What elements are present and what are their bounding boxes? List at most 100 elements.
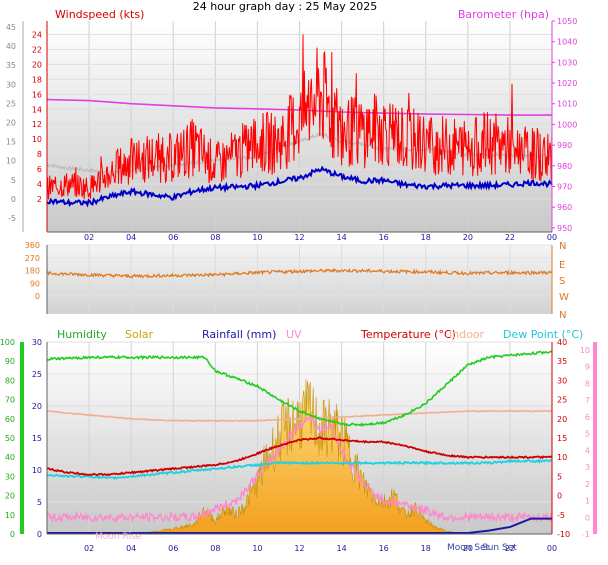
wind-x-tick-label: 02 xyxy=(84,233,94,242)
series-dewpoint xyxy=(46,458,553,480)
legend-solar: Solar xyxy=(125,328,154,341)
legend-uv: UV xyxy=(286,328,302,341)
baro-tick-label: 950 xyxy=(557,224,572,233)
wind-tick-label: 14 xyxy=(32,105,42,114)
series-wind-direction xyxy=(47,267,553,279)
outer-scale-tick-label: 10 xyxy=(6,157,16,166)
direction-tick-label: 0 xyxy=(35,292,40,301)
compass-tick-label: N xyxy=(559,241,566,252)
uv-tick-label: -1 xyxy=(582,530,590,539)
legend-barometer: Barometer (hpa) xyxy=(458,8,549,21)
solar-tick-label: 25 xyxy=(32,370,42,379)
legend-rainfall: Rainfall (mm) xyxy=(202,328,276,341)
solar-tick-label: 0 xyxy=(37,530,42,539)
baro-tick-label: 1000 xyxy=(557,120,577,129)
wind-series-layer xyxy=(46,34,553,208)
wind-x-tick-label: 18 xyxy=(421,233,431,242)
climate-tick-labels: 0102030405060708090100051015202530-10-50… xyxy=(0,338,590,553)
outer-scale-tick-label: -5 xyxy=(8,214,16,223)
climate-x-tick-label: 00 xyxy=(547,544,557,553)
wind-tick-label: 2 xyxy=(37,195,42,204)
series-indoor xyxy=(46,409,553,423)
legend-indoor: Indoor xyxy=(449,328,485,341)
wind-tick-label: 12 xyxy=(32,120,42,129)
compass-tick-label: E xyxy=(559,260,565,271)
humidity-tick-label: 80 xyxy=(5,376,15,385)
uv-tick-label: 1 xyxy=(585,497,590,506)
solar-tick-label: 30 xyxy=(32,338,42,347)
wind-x-tick-label: 22 xyxy=(505,233,515,242)
annotation-sun-set: Sun Set xyxy=(482,543,517,553)
humidity-tick-label: 60 xyxy=(5,415,15,424)
wind-tick-label: 10 xyxy=(32,135,42,144)
baro-tick-label: 980 xyxy=(557,162,572,171)
outer-scale-tick-label: 25 xyxy=(6,99,16,108)
humidity-tick-label: 10 xyxy=(5,511,15,520)
temperature-tick-label: 30 xyxy=(557,376,567,385)
series-rainfall xyxy=(47,517,552,534)
legend-dewpoint: Dew Point (°C) xyxy=(503,328,583,341)
climate-x-tick-label: 12 xyxy=(294,544,304,553)
climate-x-tick-label: 14 xyxy=(336,544,346,553)
temperature-tick-label: 5 xyxy=(557,472,562,481)
baro-tick-label: 990 xyxy=(557,141,572,150)
solar-tick-label: 10 xyxy=(32,466,42,475)
outer-scale-tick-label: 45 xyxy=(6,23,16,32)
uv-tick-label: 9 xyxy=(585,363,590,372)
temperature-tick-label: 15 xyxy=(557,434,567,443)
wind-tick-label: 8 xyxy=(37,150,42,159)
direction-tick-label: 360 xyxy=(25,241,40,250)
outer-scale-tick-label: 15 xyxy=(6,138,16,147)
series-windspeed xyxy=(46,34,553,200)
climate-panel: 0102030405060708090100051015202530-10-50… xyxy=(0,328,597,553)
outer-scale-tick-label: 30 xyxy=(6,80,16,89)
climate-x-tick-label: 22 xyxy=(505,544,515,553)
wind-x-tick-label: 06 xyxy=(168,233,178,242)
temperature-tick-label: 20 xyxy=(557,415,567,424)
wind-x-tick-label: 08 xyxy=(210,233,220,242)
wind-x-tick-label: 20 xyxy=(463,233,473,242)
humidity-tick-label: 40 xyxy=(5,453,15,462)
temperature-tick-label: -10 xyxy=(557,530,570,539)
legend-humidity: Humidity xyxy=(57,328,107,341)
series-wind-average xyxy=(46,165,553,208)
temperature-tick-label: 25 xyxy=(557,396,567,405)
annotation-moon-rise: Moon Rise xyxy=(95,532,142,542)
wind-tick-label: 20 xyxy=(32,60,42,69)
uv-tick-label: 4 xyxy=(585,446,590,455)
direction-grid xyxy=(47,244,553,314)
series-temperature xyxy=(46,436,553,477)
page-title: 24 hour graph day : 25 May 2025 xyxy=(193,0,378,13)
outer-scale-tick-label: 20 xyxy=(6,119,16,128)
baro-tick-label: 1050 xyxy=(557,17,577,26)
wind-x-tick-label: 00 xyxy=(547,233,557,242)
humidity-tick-label: 0 xyxy=(10,530,15,539)
temperature-tick-label: 0 xyxy=(557,492,562,501)
wind-x-tick-label: 04 xyxy=(126,233,136,242)
climate-x-tick-label: 18 xyxy=(421,544,431,553)
solar-tick-label: 15 xyxy=(32,434,42,443)
uv-tick-label: 7 xyxy=(585,396,590,405)
temperature-tick-label: 10 xyxy=(557,453,567,462)
humidity-tick-label: 100 xyxy=(0,338,15,347)
baro-tick-label: 1010 xyxy=(557,100,577,109)
uv-tick-label: 0 xyxy=(585,513,590,522)
compass-tick-label: W xyxy=(559,292,569,303)
climate-x-tick-label: 04 xyxy=(126,544,136,553)
wind-x-tick-label: 12 xyxy=(294,233,304,242)
wind-x-tick-label: 10 xyxy=(252,233,262,242)
climate-x-tick-label: 20 xyxy=(463,544,473,553)
solar-tick-label: 20 xyxy=(32,402,42,411)
humidity-tick-label: 30 xyxy=(5,472,15,481)
climate-x-tick-label: 06 xyxy=(168,544,178,553)
direction-tick-label: 180 xyxy=(25,267,40,276)
direction-series-layer xyxy=(47,267,553,279)
humidity-tick-label: 90 xyxy=(5,357,15,366)
direction-tick-label: 270 xyxy=(25,254,40,263)
direction-tick-label: 90 xyxy=(30,279,40,288)
outer-scale-tick-label: 0 xyxy=(11,195,16,204)
climate-x-tick-label: 16 xyxy=(379,544,389,553)
